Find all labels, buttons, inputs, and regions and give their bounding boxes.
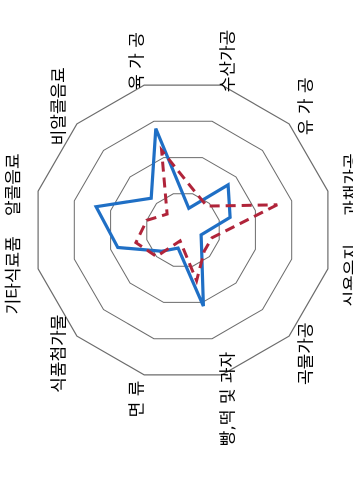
grid-ring-1 bbox=[146, 193, 220, 267]
axis-label-8: 알콜음료 bbox=[4, 153, 24, 216]
axis-label-12: 유 가 공 bbox=[297, 77, 317, 135]
axis-label-3: 곡물가공 bbox=[297, 322, 317, 385]
axis-label-5: 면 류 bbox=[128, 381, 148, 418]
series-line-2 bbox=[133, 145, 278, 286]
axis-label-4: 빵,떡 및 과자 bbox=[218, 351, 238, 446]
axis-label-11: 수산가공 bbox=[218, 30, 238, 93]
axis-label-10: 육 가 공 bbox=[128, 32, 148, 90]
radar-series bbox=[93, 127, 278, 307]
grid-ring-4 bbox=[37, 84, 329, 376]
axis-label-6: 식품첨가물 bbox=[49, 315, 69, 393]
grid-ring-3 bbox=[73, 120, 293, 340]
grid-ring-2 bbox=[110, 157, 256, 303]
axis-label-2: 식용유지 bbox=[342, 244, 353, 307]
axis-label-9: 비알콜음료 bbox=[49, 67, 69, 145]
radar-grid bbox=[37, 84, 329, 376]
axis-label-1: 과채가공 bbox=[342, 153, 353, 216]
axis-label-7: 기타식료품 bbox=[4, 236, 24, 314]
series-line-1 bbox=[93, 127, 232, 307]
